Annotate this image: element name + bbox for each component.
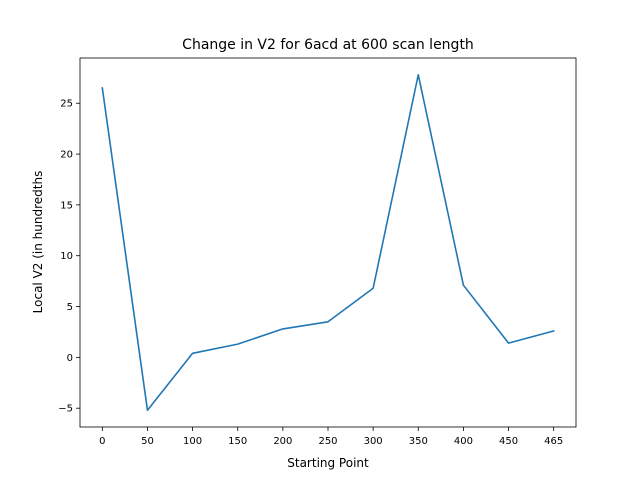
x-tick-label: 0 (99, 436, 105, 447)
y-tick-label: 20 (60, 150, 73, 161)
y-tick-label: 15 (60, 200, 73, 211)
series-line (102, 75, 553, 410)
y-tick-label: 5 (67, 302, 73, 313)
y-tick-label: 10 (60, 251, 73, 262)
plot-border (80, 58, 576, 427)
x-tick-label: 200 (273, 436, 292, 447)
x-tick-label: 250 (318, 436, 337, 447)
x-tick-label: 350 (409, 436, 428, 447)
series-layer (102, 75, 553, 410)
y-tick-label: 0 (67, 353, 73, 364)
x-axis-ticks: 0 50 100 150 200 250 300 350 400 450 465 (99, 427, 563, 447)
x-tick-label: 450 (499, 436, 518, 447)
x-axis-label: Starting Point (287, 456, 369, 470)
x-tick-label: 150 (228, 436, 247, 447)
plot-frame (80, 58, 576, 427)
y-tick-label: −5 (58, 404, 73, 415)
x-tick-label: 300 (364, 436, 383, 447)
x-tick-label: 400 (454, 436, 473, 447)
x-tick-label: 465 (544, 436, 563, 447)
x-tick-label: 50 (141, 436, 154, 447)
x-tick-label: 100 (183, 436, 202, 447)
y-axis-ticks: −5 0 5 10 15 20 25 (58, 99, 80, 415)
chart-title: Change in V2 for 6acd at 600 scan length (182, 37, 474, 53)
y-axis-label: Local V2 (in hundredths (31, 171, 45, 314)
y-tick-label: 25 (60, 99, 73, 110)
